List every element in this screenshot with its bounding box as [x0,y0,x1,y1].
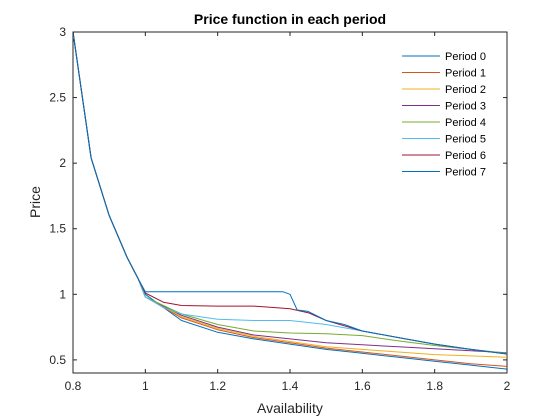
legend: Period 0 Period 1 Period 2 Period 3 Period 4… [393,43,501,182]
ticks-layer: 0.8 1 1.2 1.4 1.6 1.8 2 0.5 1 1.5 2 2.5 3 [49,25,510,393]
x-tick-label: 1 [142,379,149,393]
x-tick-label: 1.6 [354,379,371,393]
y-axis-label: Price [27,186,43,218]
legend-label-period-1: Period 1 [445,68,486,80]
legend-label-period-4: Period 4 [445,117,486,129]
legend-label-period-0: Period 0 [445,51,486,63]
series-layer [72,31,508,370]
x-tick-label: 0.8 [65,379,82,393]
x-tick-label: 2 [504,379,511,393]
x-tick-label: 1.4 [282,379,299,393]
legend-box [393,43,501,182]
y-tick-label: 2.5 [49,91,66,105]
y-tick-label: 1 [59,287,66,301]
legend-label-period-3: Period 3 [445,101,486,113]
y-tick-label: 2 [59,156,66,170]
legend-label-period-7: Period 7 [445,167,486,179]
y-tick-label: 3 [59,25,66,39]
x-axis-label: Availability [257,400,323,416]
legend-label-period-2: Period 2 [445,84,486,96]
x-tick-label: 1.2 [209,379,226,393]
y-tick-label: 0.5 [49,353,66,367]
series-line-period-7 [72,31,508,355]
legend-label-period-5: Period 5 [445,134,486,146]
x-tick-label: 1.8 [426,379,443,393]
chart-title: Price function in each period [194,11,386,27]
y-tick-label: 1.5 [49,222,66,236]
legend-label-period-6: Period 6 [445,150,486,162]
